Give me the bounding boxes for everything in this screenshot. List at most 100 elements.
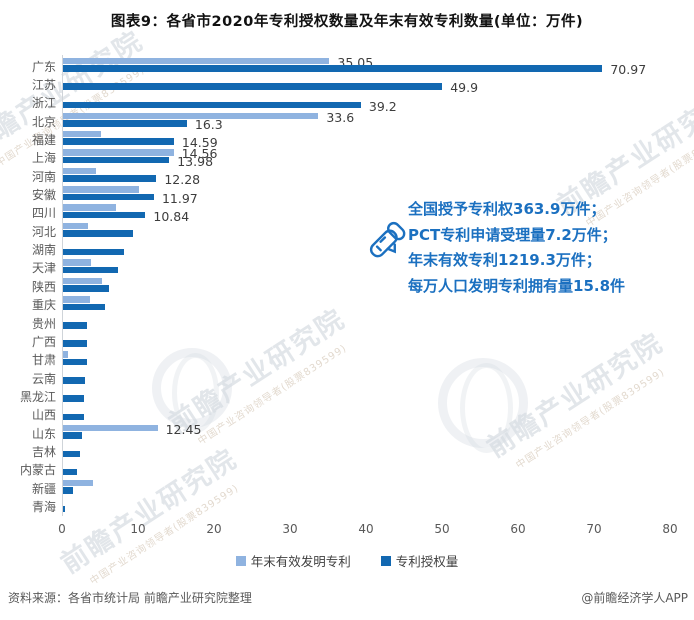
dark-bar [63, 175, 157, 182]
y-axis-label-0: 广东 [31, 59, 56, 74]
light-bar [63, 277, 102, 285]
annotation-line: 全国授予专利权363.9万件； [408, 200, 606, 218]
y-axis-label-16: 甘肃 [31, 353, 56, 368]
x-axis-tick: 40 [358, 522, 374, 536]
annotation-line: 每万人口发明专利拥有量15.8件 [408, 276, 626, 295]
dark-bar [63, 266, 119, 274]
value-label: 16.3 [194, 117, 223, 133]
light-bar [63, 351, 69, 358]
light-bar [63, 130, 101, 138]
y-axis-label-5: 上海 [31, 151, 56, 166]
light-bar [63, 186, 139, 193]
value-label: 14.59 [181, 135, 218, 151]
legend-item-granted-patents: 专利授权量 [380, 551, 459, 570]
dark-bar [63, 468, 78, 476]
legend-label: 年末有效发明专利 [250, 554, 351, 569]
light-bar [63, 57, 330, 64]
dark-bar [63, 487, 73, 494]
x-axis-tick: 10 [130, 522, 146, 536]
annotation-line: PCT专利申请受理量7.2万件； [408, 225, 617, 244]
x-axis-tick: 20 [206, 522, 222, 536]
x-axis-tick: 70 [586, 522, 602, 536]
x-axis-tick: 0 [58, 522, 66, 536]
globe-watermark [152, 348, 232, 433]
value-label: 11.97 [161, 190, 198, 206]
value-label: 12.28 [164, 172, 201, 188]
value-label: 13.98 [177, 153, 214, 169]
dark-bar [63, 248, 124, 256]
y-axis-label-15: 广西 [31, 334, 56, 349]
light-bar [63, 112, 319, 120]
dark-bar [63, 193, 154, 201]
light-bar [63, 222, 89, 230]
y-axis-label-7: 安徽 [31, 188, 56, 203]
chart-title: 图表9：各省市2020年专利授权数量及年末有效专利数量(单位：万件) [110, 14, 584, 30]
x-axis-tick: 60 [510, 522, 526, 536]
light-bar [63, 204, 117, 211]
y-axis-label-10: 湖南 [31, 243, 56, 258]
y-axis-label-6: 河南 [31, 169, 56, 184]
dark-bar [63, 395, 85, 402]
light-bar [63, 424, 158, 432]
light-bar [63, 296, 90, 303]
y-axis-label-21: 吉林 [31, 445, 56, 460]
value-label: 70.97 [610, 62, 647, 77]
y-axis-label-13: 重庆 [31, 298, 56, 313]
light-bar [63, 479, 94, 487]
dark-bar [63, 322, 88, 329]
light-bar [63, 167, 97, 175]
legend-label: 专利授权量 [395, 554, 459, 569]
dark-bar [63, 377, 86, 384]
dark-bar [63, 83, 443, 90]
dark-bar [63, 285, 110, 292]
annotation-box: 全国授予专利权363.9万件； PCT专利申请受理量7.2万件； 年末有效专利1… [408, 197, 694, 299]
dark-bar [63, 230, 133, 237]
y-axis-label-4: 福建 [31, 132, 56, 147]
y-axis-label-8: 四川 [31, 206, 56, 221]
dark-bar [63, 450, 81, 458]
value-label: 39.2 [368, 98, 397, 114]
y-axis-label-9: 河北 [31, 224, 56, 239]
legend: 年末有效发明专利 专利授权量 [0, 551, 694, 570]
value-label: 12.45 [165, 421, 202, 437]
credit: @前瞻经济学人APP [581, 591, 688, 605]
dark-bar [63, 156, 170, 164]
dark-bar [63, 211, 146, 219]
dark-bar [63, 65, 603, 72]
value-label: 14.56 [181, 146, 218, 162]
legend-item-valid-patents: 年末有效发明专利 [235, 551, 351, 570]
dark-bar [63, 432, 82, 439]
value-label: 33.6 [326, 109, 355, 125]
x-axis-tick: 80 [662, 522, 678, 536]
light-bar [63, 149, 174, 156]
y-axis-label-11: 天津 [31, 261, 56, 276]
y-axis-label-23: 新疆 [31, 481, 56, 496]
dark-bar [63, 413, 84, 421]
y-axis-label-1: 江苏 [31, 77, 56, 92]
x-axis-tick: 30 [282, 522, 298, 536]
y-axis-label-18: 黑龙江 [19, 389, 56, 404]
legend-swatch-light [235, 555, 246, 566]
y-axis-label-17: 云南 [31, 371, 56, 386]
annotation-line: 年末有效专利1219.3万件； [408, 251, 601, 269]
y-axis-label-14: 贵州 [31, 316, 56, 331]
x-axis-tick: 50 [434, 522, 450, 536]
y-axis-label-20: 山东 [31, 426, 56, 441]
y-axis-label-12: 陕西 [31, 279, 56, 294]
globe-watermark [438, 358, 528, 454]
dark-bar [63, 303, 105, 311]
y-axis-label-3: 北京 [31, 114, 56, 129]
light-bar [63, 259, 92, 266]
y-axis-label-2: 浙江 [31, 96, 56, 111]
value-label: 49.9 [450, 80, 479, 96]
dark-bar [63, 505, 66, 513]
dark-bar [63, 120, 187, 127]
dark-bar [63, 138, 174, 145]
y-axis-line [62, 55, 63, 516]
telescope-icon [369, 221, 406, 258]
legend-swatch-dark [380, 555, 391, 566]
dark-bar [63, 358, 87, 366]
y-axis-label-24: 青海 [31, 500, 56, 515]
